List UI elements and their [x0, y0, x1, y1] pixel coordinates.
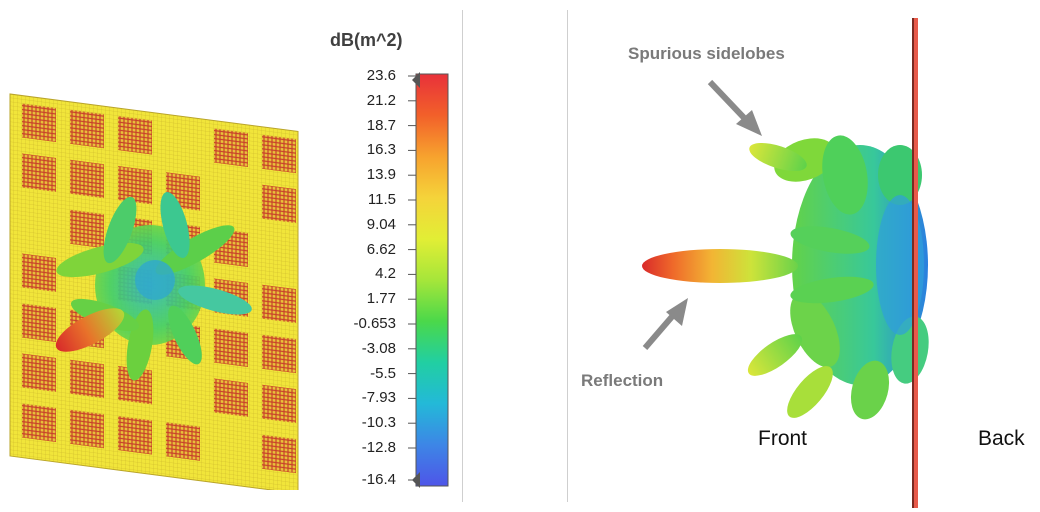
unit-cell [118, 416, 152, 455]
colorbar-tick-label: -3.08 [361, 339, 396, 357]
unit-cell [262, 184, 296, 224]
colorbar-tick-label: 9.04 [366, 215, 396, 233]
unit-cell [214, 128, 248, 167]
colorbar-tick-label: 4.2 [375, 265, 396, 283]
colorbar-tick-label: -16.4 [361, 471, 396, 488]
colorbar-tick-label: 23.6 [366, 67, 396, 84]
back-label: Back [978, 427, 1025, 450]
unit-cell [70, 409, 104, 449]
unit-cell [70, 109, 104, 149]
metasurface-3d-view [9, 93, 299, 490]
unit-cell [22, 403, 56, 442]
panel-divider-left [462, 10, 463, 502]
colorbar-tick-label: 16.3 [366, 141, 396, 159]
unit-cell [262, 134, 296, 174]
colorbar-tick-label: 6.62 [366, 240, 396, 258]
reflection-arrow [642, 298, 688, 350]
unit-cell [70, 359, 104, 399]
unit-cell [262, 334, 296, 374]
unit-cell [70, 209, 104, 249]
unit-cell [22, 353, 56, 392]
unit-cell [118, 116, 152, 155]
colorbar-tick-label: -5.5 [370, 364, 396, 382]
colorbar-tick-label: -12.8 [361, 439, 396, 456]
unit-cell [214, 328, 248, 367]
reflection-label: Reflection [581, 371, 664, 390]
unit-cell [22, 253, 56, 292]
colorbar-unit: dB(m^2) [330, 30, 403, 50]
colorbar-tick-label: 11.5 [367, 191, 396, 208]
colorbar-top-arrow [412, 72, 420, 88]
unit-cell [214, 378, 248, 417]
colorbar-tick-label: -10.3 [361, 414, 396, 432]
colorbar-tick-label: 13.9 [366, 166, 396, 184]
spurious-sidelobes-label: Spurious sidelobes [628, 44, 785, 63]
front-label: Front [758, 427, 808, 450]
unit-cell [262, 384, 296, 424]
colorbar-tick-label: -0.653 [353, 315, 396, 332]
unit-cell [70, 159, 104, 199]
colorbar-tick-label: -7.93 [361, 389, 396, 407]
rcs-side-view [642, 18, 929, 508]
colorbar-bottom-arrow [412, 472, 420, 488]
unit-cell [22, 103, 56, 142]
colorbar-gradient [415, 73, 449, 487]
unit-cell [118, 366, 152, 405]
colorbar [408, 72, 449, 488]
spurious-arrow [707, 79, 762, 136]
colorbar-tick-label: 21.2 [366, 91, 396, 109]
unit-cell [262, 284, 296, 324]
ground-plane [914, 18, 918, 508]
unit-cell [262, 434, 296, 474]
unit-cell [118, 166, 152, 205]
unit-cell [166, 422, 200, 461]
unit-cell [22, 303, 56, 342]
panel-divider-mid [567, 10, 568, 502]
rcs-pattern-3d [55, 192, 252, 381]
unit-cell [22, 153, 56, 192]
rcs-lobes [642, 135, 929, 420]
colorbar-tick-label: 1.77 [366, 290, 396, 308]
colorbar-tick-label: 18.7 [366, 116, 396, 134]
